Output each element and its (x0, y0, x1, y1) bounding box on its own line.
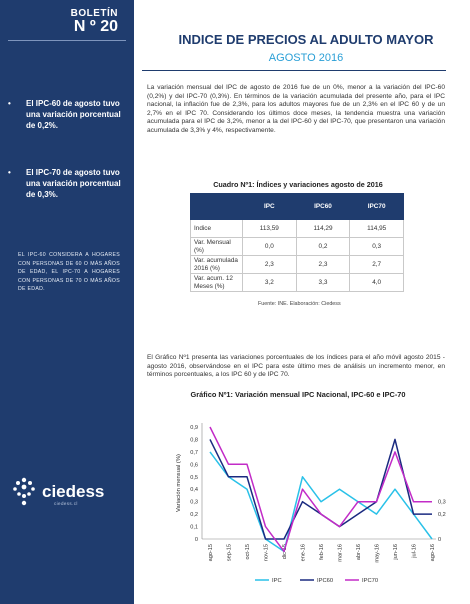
table-cell: 113,59 (242, 219, 297, 238)
table-cell: 3,2 (242, 273, 297, 292)
chart-title: Gráfico Nº1: Variación mensual IPC Nacio… (190, 390, 406, 399)
x-tick-label: nov-15 (264, 544, 270, 561)
y-tick-label: 0,9 (190, 425, 198, 431)
x-tick-label: ago-15 (208, 544, 214, 561)
page-subtitle: AGOSTO 2016 (268, 52, 344, 64)
bullet-ipc60: • El IPC-60 de agosto tuvo una variación… (8, 98, 124, 131)
table-title: Cuadro Nº1: Índices y variaciones agosto… (213, 180, 383, 189)
bullet-text: El IPC-60 de agosto tuvo una variación p… (26, 99, 121, 130)
y-tick-label: 0,1 (190, 525, 198, 531)
series-line-ipc60 (209, 438, 432, 540)
y-tick-label: 0,2 (190, 512, 198, 518)
y-tick-label: 0,5 (190, 475, 198, 481)
series-line-ipc70 (209, 426, 432, 553)
y-tick-label: 0,3 (190, 500, 198, 506)
table-cell: 114,95 (349, 219, 404, 238)
table-header-cell (190, 193, 243, 220)
table-cell: 2,7 (349, 255, 404, 274)
table-header-row: IPC IPC60 IPC70 (190, 193, 404, 220)
table-cell: 4,0 (349, 273, 404, 292)
legend-label: IPC60 (317, 578, 333, 584)
bullet-dot: • (8, 168, 11, 177)
boletin-label: BOLETÍN (70, 8, 118, 19)
logo-tagline: ciedess.cl (54, 501, 78, 506)
table-cell: 2,3 (242, 255, 297, 274)
sidebar: BOLETÍN N º 20 • El IPC-60 de agosto tuv… (0, 0, 134, 604)
x-tick-label: mar-16 (338, 544, 344, 562)
row-label: Var. acumulada 2016 (%) (190, 255, 243, 274)
table-row: Var. acumulada 2016 (%) 2,3 2,3 2,7 (190, 255, 404, 274)
index-table: IPC IPC60 IPC70 Indice 113,59 114,29 114… (190, 193, 404, 292)
header-divider (142, 70, 446, 71)
table-row: Var. Mensual (%) 0,0 0,2 0,3 (190, 237, 404, 256)
y-tick-label: 0,8 (190, 437, 198, 443)
table-row: Indice 113,59 114,29 114,95 (190, 219, 404, 238)
table-cell: 3,3 (295, 273, 351, 292)
legend-label: IPC (272, 578, 282, 584)
bullet-dot: • (8, 99, 11, 108)
x-tick-label: jun-16 (393, 544, 399, 561)
x-tick-label: abr-16 (356, 544, 362, 560)
table-cell: 114,29 (295, 219, 351, 238)
x-tick-label: dic-15 (282, 544, 288, 559)
x-tick-label: may-16 (375, 544, 381, 563)
table-header-cell: IPC60 (295, 193, 351, 220)
y-tick-label: 0 (195, 537, 198, 543)
end-value-label: 0 (438, 537, 441, 543)
y-axis-label: Variación mensual (%) (176, 454, 182, 512)
row-label: Indice (190, 219, 243, 238)
x-tick-label: feb-16 (319, 544, 325, 560)
sidebar-note: EL IPC-60 CONSIDERA A HOGARES CON PERSON… (18, 252, 120, 292)
table-row: Var. acum. 12 Meses (%) 3,2 3,3 4,0 (190, 273, 404, 292)
end-value-label: 0,2 (438, 512, 446, 518)
table-cell: 0,2 (295, 237, 351, 256)
logo-name: ciedess (42, 482, 105, 501)
sidebar-divider (8, 40, 126, 41)
row-label: Var. acum. 12 Meses (%) (190, 273, 243, 292)
table-cell: 0,3 (349, 237, 404, 256)
page-title: INDICE DE PRECIOS AL ADULTO MAYOR (178, 32, 434, 47)
table-cell: 2,3 (295, 255, 351, 274)
end-value-label: 0,3 (438, 500, 446, 506)
y-tick-label: 0,7 (190, 450, 198, 456)
x-tick-label: oct-15 (245, 544, 251, 560)
table-source: Fuente: INE. Elaboración: Ciedess (258, 301, 341, 307)
x-tick-label: ago-16 (430, 544, 436, 561)
bullet-ipc70: • El IPC-70 de agosto tuvo una variación… (8, 167, 124, 200)
x-tick-label: ene-16 (301, 544, 307, 561)
series-line-ipc (209, 451, 433, 553)
bullet-text: El IPC-70 de agosto tuvo una variación p… (26, 168, 121, 199)
ciedess-logo-icon (13, 477, 35, 506)
y-tick-label: 0,6 (190, 462, 198, 468)
intro-paragraph: La variación mensual del IPC de agosto d… (147, 84, 445, 134)
legend-label: IPC70 (362, 578, 378, 584)
table-header-cell: IPC70 (349, 193, 404, 220)
x-tick-label: sep-15 (227, 544, 233, 561)
table-header-cell: IPC (242, 193, 297, 220)
x-tick-label: jul-16 (412, 544, 418, 559)
row-label: Var. Mensual (%) (190, 237, 243, 256)
y-tick-label: 0,4 (190, 487, 198, 493)
table-cell: 0,0 (242, 237, 297, 256)
boletin-number: N º 20 (73, 18, 118, 35)
chart-paragraph: El Gráfico Nº1 presenta las variaciones … (147, 354, 445, 379)
